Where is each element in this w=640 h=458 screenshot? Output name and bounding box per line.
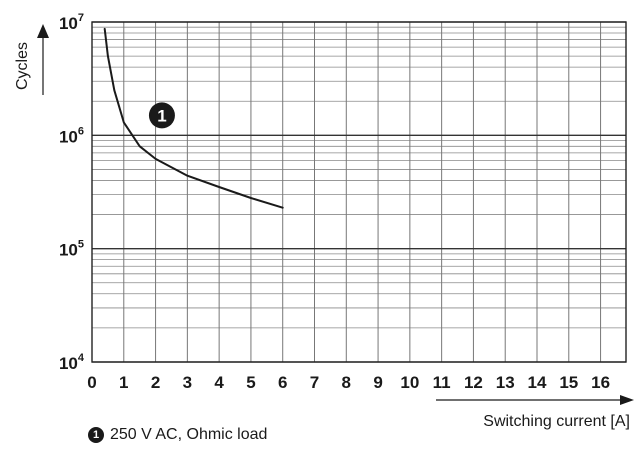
series-marker-circle <box>148 102 175 129</box>
plot-frame <box>91 21 627 363</box>
y-tick-label: 106 <box>59 125 84 146</box>
x-tick-label: 2 <box>151 373 160 392</box>
series-layer: 1 <box>103 27 284 209</box>
x-tick-label: 9 <box>373 373 382 392</box>
x-tick-label: 8 <box>342 373 351 392</box>
x-axis-label: Switching current [A] <box>483 413 630 430</box>
x-tick-label: 5 <box>246 373 255 392</box>
x-tick-labels: 0 1 2 3 4 5 6 7 8 9 10 11 12 13 14 15 16 <box>87 373 610 392</box>
grid-minor <box>92 26 626 329</box>
y-tick-base: 10 <box>59 241 78 260</box>
legend: 1 250 V AC, Ohmic load <box>88 424 267 446</box>
y-axis-label: Cycles <box>14 42 31 90</box>
x-axis-arrow-head <box>620 395 634 405</box>
x-tick-label: 15 <box>559 373 578 392</box>
x-tick-label: 3 <box>183 373 192 392</box>
axis-arrows <box>37 24 634 405</box>
x-tick-label: 11 <box>433 373 451 392</box>
x-tick-label: 7 <box>310 373 319 392</box>
legend-marker: 1 <box>88 427 104 443</box>
grid-major <box>92 21 626 363</box>
y-tick-exponent: 5 <box>78 239 84 251</box>
plot-border <box>91 21 627 363</box>
y-tick-base: 10 <box>59 14 78 33</box>
y-tick-exponent: 7 <box>78 12 84 24</box>
y-tick-base: 10 <box>59 354 78 373</box>
y-tick-exponent: 6 <box>78 125 84 137</box>
x-tick-label: 4 <box>214 373 224 392</box>
x-tick-label: 1 <box>119 373 128 392</box>
y-tick-label: 105 <box>59 239 84 260</box>
x-tick-label: 16 <box>591 373 610 392</box>
x-tick-label: 10 <box>400 373 419 392</box>
x-tick-label: 13 <box>496 373 515 392</box>
x-tick-label: 0 <box>87 373 96 392</box>
y-tick-base: 10 <box>59 127 78 146</box>
y-tick-label: 104 <box>59 352 85 373</box>
y-axis-arrow-head <box>37 24 49 38</box>
x-tick-label: 12 <box>464 373 483 392</box>
y-tick-label: 107 <box>59 12 84 33</box>
legend-label: 250 V AC, Ohmic load <box>110 426 268 443</box>
y-tick-exponent: 4 <box>78 352 85 364</box>
series-line-1 <box>103 27 284 209</box>
x-tick-label: 6 <box>278 373 287 392</box>
x-tick-label: 14 <box>528 373 547 392</box>
series-marker-label: 1 <box>157 106 166 125</box>
